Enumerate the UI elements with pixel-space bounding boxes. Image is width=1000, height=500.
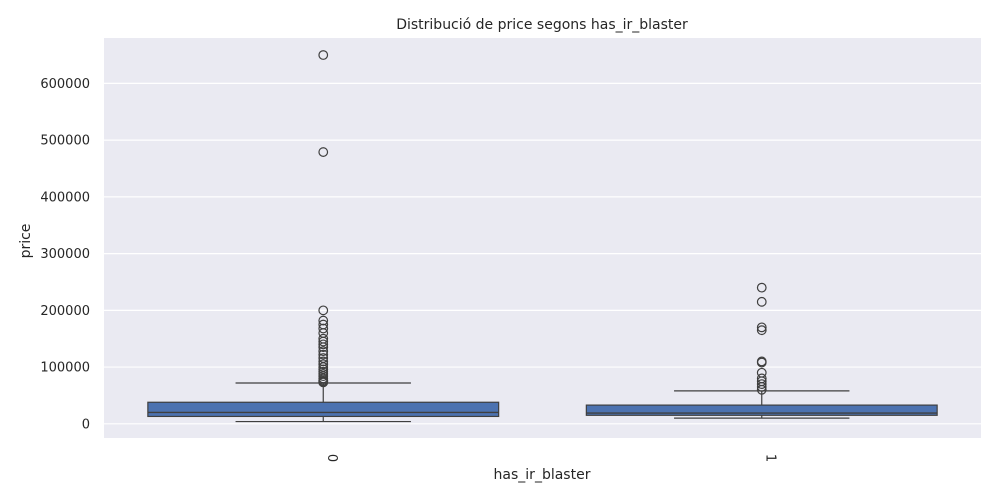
outlier-point (756, 322, 767, 333)
outlier-point (756, 384, 767, 395)
outlier-point (318, 147, 329, 157)
outlier-point (318, 305, 329, 316)
outlier-point (318, 339, 329, 350)
y-tick-label: 500000 (40, 134, 90, 149)
y-tick-label: 100000 (40, 361, 90, 376)
boxes (147, 50, 938, 423)
x-tick-label: 0 (324, 454, 339, 462)
plot-background (104, 38, 981, 438)
y-tick-label: 0 (82, 417, 90, 432)
outlier-point (318, 349, 329, 360)
chart-title: Distribució de price segons has_ir_blast… (396, 17, 688, 33)
outlier-point (318, 346, 329, 357)
y-tick-label: 200000 (40, 304, 90, 319)
outlier-point (756, 296, 767, 307)
x-axis-label: has_ir_blaster (494, 467, 591, 483)
outlier-point (756, 379, 767, 389)
outlier-point (318, 315, 329, 326)
y-tick-label: 400000 (40, 190, 90, 205)
outlier-point (318, 323, 329, 334)
outlier-point (756, 382, 767, 392)
outlier-point (318, 50, 329, 60)
outlier-point (318, 342, 329, 353)
outlier-point (318, 359, 329, 370)
y-tick-label: 600000 (40, 77, 90, 92)
grid-lines (104, 82, 981, 425)
outlier-point (318, 377, 329, 388)
outlier-point (318, 336, 329, 347)
outlier-point (756, 357, 767, 368)
x-tick-label: 1 (762, 454, 777, 462)
box-group (585, 282, 938, 419)
y-axis-label: price (18, 224, 34, 259)
outlier-point (756, 282, 767, 293)
y-tick-label: 300000 (40, 247, 90, 262)
outlier-point (318, 356, 329, 367)
box-group (147, 50, 500, 423)
box (585, 404, 938, 416)
outlier-point (756, 325, 767, 336)
y-axis-ticks: 0 100000 200000 300000 400000 500000 600000 (40, 77, 90, 432)
box (147, 401, 500, 418)
